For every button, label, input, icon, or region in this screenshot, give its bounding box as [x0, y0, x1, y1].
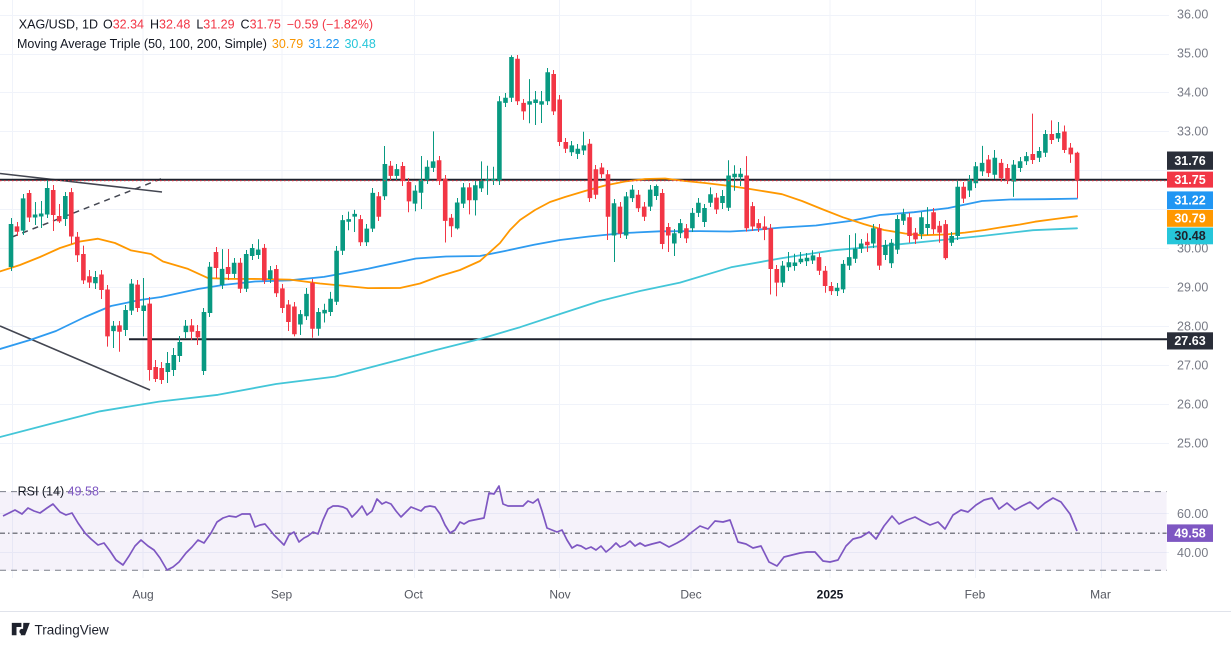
svg-text:29.00: 29.00 — [1177, 281, 1208, 295]
svg-text:27.63: 27.63 — [1174, 334, 1205, 348]
svg-text:Aug: Aug — [132, 588, 153, 602]
svg-text:28.00: 28.00 — [1177, 320, 1208, 334]
svg-text:31.75: 31.75 — [1174, 173, 1205, 187]
svg-text:33.00: 33.00 — [1177, 125, 1208, 139]
svg-text:TradingView: TradingView — [35, 622, 110, 637]
svg-text:30.00: 30.00 — [1177, 242, 1208, 256]
svg-text:36.00: 36.00 — [1177, 8, 1208, 22]
svg-text:Moving Average Triple (50, 100: Moving Average Triple (50, 100, 200, Sim… — [17, 37, 376, 51]
svg-text:Sep: Sep — [271, 588, 293, 602]
svg-text:35.00: 35.00 — [1177, 47, 1208, 61]
svg-text:31.76: 31.76 — [1174, 154, 1205, 168]
svg-text:60.00: 60.00 — [1177, 507, 1208, 521]
svg-text:27.00: 27.00 — [1177, 359, 1208, 373]
svg-text:Feb: Feb — [965, 588, 986, 602]
svg-text:2025: 2025 — [817, 588, 844, 602]
svg-text:49.58: 49.58 — [1174, 526, 1205, 540]
svg-text:34.00: 34.00 — [1177, 86, 1208, 100]
svg-text:30.79: 30.79 — [1174, 212, 1205, 226]
svg-text:Nov: Nov — [549, 588, 570, 602]
svg-text:40.00: 40.00 — [1177, 546, 1208, 560]
svg-text:26.00: 26.00 — [1177, 398, 1208, 412]
svg-text:Dec: Dec — [680, 588, 701, 602]
svg-text:Mar: Mar — [1090, 588, 1111, 602]
svg-text:31.22: 31.22 — [1174, 194, 1205, 208]
svg-text:Oct: Oct — [404, 588, 423, 602]
svg-text:25.00: 25.00 — [1177, 437, 1208, 451]
svg-text:RSI (14) 49.58: RSI (14) 49.58 — [18, 485, 99, 499]
svg-text:30.48: 30.48 — [1174, 229, 1205, 243]
